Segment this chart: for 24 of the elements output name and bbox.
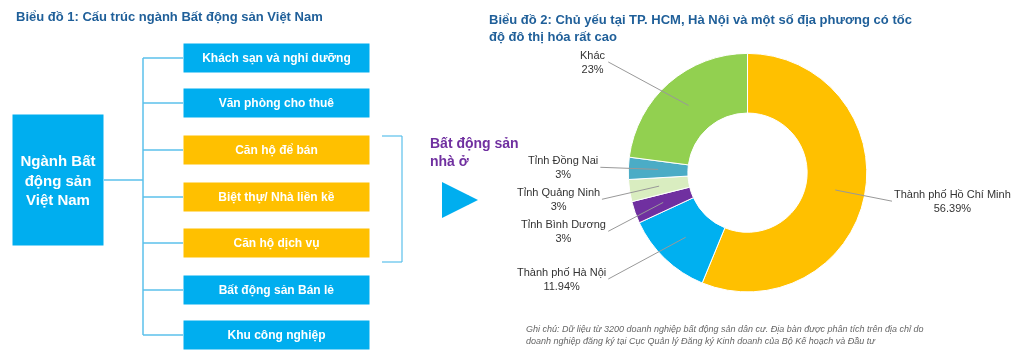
chart-title: Biểu đồ 2: Chủ yếu tại TP. HCM, Hà Nội và một số địa phương có tốc độ đô thị hóa rất cao — [489, 12, 912, 44]
text: Căn hộ để bán — [235, 143, 318, 157]
text: Văn phòng cho thuê — [218, 96, 335, 110]
slice-label: Tỉnh Bình Dương — [521, 218, 606, 230]
data-label: 3% — [555, 168, 572, 181]
slice-label: Khác — [580, 49, 606, 61]
text: Khu công nghiệp — [227, 328, 326, 342]
data-label: 3% — [550, 200, 567, 213]
text: Căn hộ dịch vụ — [233, 236, 320, 250]
slice-label: Thành phố Hồ Chí Minh — [894, 188, 1011, 200]
slice-label: Tỉnh Đồng Nai — [528, 154, 599, 166]
text: Biểu đồ 1: Cấu trúc ngành Bất động sản Việt Nam — [16, 9, 323, 24]
data-label: 56.39% — [933, 202, 972, 215]
text: Ngành Bất động sản Việt Nam — [20, 152, 96, 208]
text: Bất động sản Bán lẻ — [218, 283, 335, 297]
text: Bất động sản nhà ở — [430, 135, 519, 170]
text: Biệt thự/ Nhà liền kề — [218, 190, 335, 204]
data-label: 11.94% — [543, 280, 581, 293]
slice-label: Thành phố Hà Nội — [517, 266, 607, 278]
data-label: 3% — [555, 232, 572, 245]
text: Khách sạn và nghỉ dưỡng — [202, 51, 351, 65]
text: Ghi chú: Dữ liệu từ 3200 doanh nghiệp bất động sản dân cư. Địa bàn được phân tích trên địa chỉ do doanh nghiệp đăng ký tại Cục Quản lý Đăng ký Kinh doanh của Bộ Kế hoạch và Đầu tư — [526, 324, 924, 346]
data-label: 23% — [581, 63, 604, 76]
slice-label: Tỉnh Quảng Ninh — [517, 186, 601, 198]
